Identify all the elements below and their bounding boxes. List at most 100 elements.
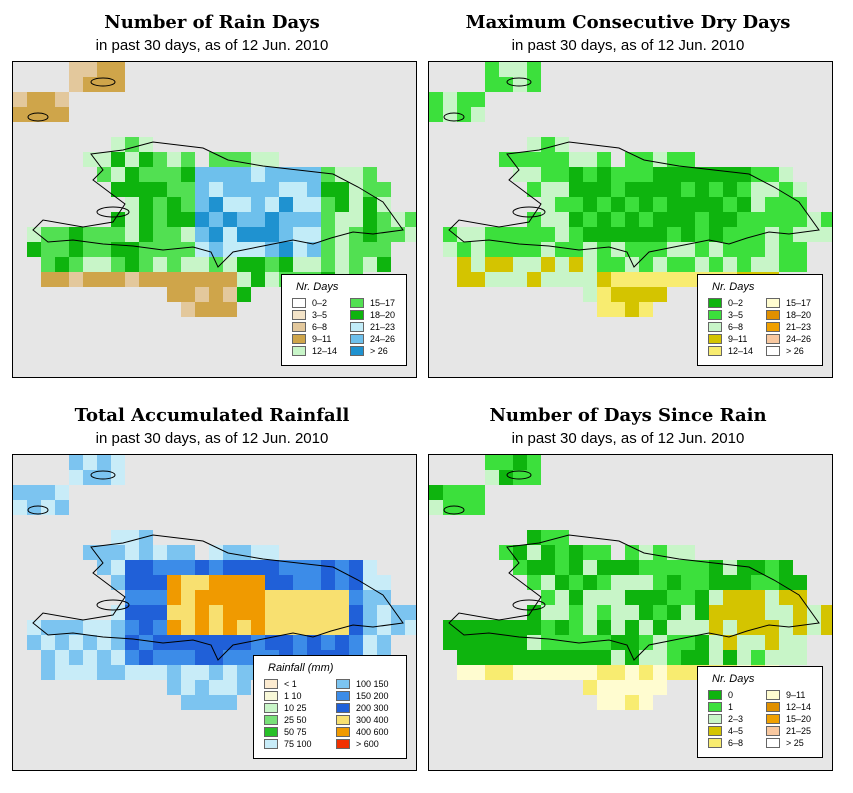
grid-cell <box>751 635 765 650</box>
grid-cell <box>153 545 167 560</box>
grid-cell <box>223 650 237 665</box>
grid-cell <box>251 212 265 227</box>
legend-swatch <box>766 346 780 356</box>
grid-cell <box>653 665 667 680</box>
grid-cell <box>485 665 499 680</box>
grid-cell <box>237 257 251 272</box>
grid-cell <box>223 605 237 620</box>
grid-cell <box>363 560 377 575</box>
map-rain-days <box>12 61 417 378</box>
grid-cell <box>139 635 153 650</box>
legend-swatch <box>766 738 780 748</box>
grid-cell <box>751 212 765 227</box>
legend-swatch <box>264 727 278 737</box>
grid-cell <box>125 257 139 272</box>
grid-cell <box>737 227 751 242</box>
legend-label: 15–17 <box>370 298 396 308</box>
grid-cell <box>709 212 723 227</box>
grid-cell <box>251 182 265 197</box>
grid-cell <box>83 620 97 635</box>
grid-cell <box>377 605 391 620</box>
grid-cell <box>695 605 709 620</box>
grid-cell <box>363 575 377 590</box>
island-outline <box>96 206 130 218</box>
grid-cell <box>653 197 667 212</box>
grid-cell <box>751 197 765 212</box>
grid-cell <box>27 485 41 500</box>
grid-cell <box>513 455 527 470</box>
island-outline <box>27 505 49 515</box>
grid-cell <box>139 242 153 257</box>
grid-cell <box>209 287 223 302</box>
grid-cell <box>597 575 611 590</box>
grid-cell <box>237 590 251 605</box>
grid-cell <box>737 257 751 272</box>
legend-swatch <box>292 346 306 356</box>
grid-cell <box>737 635 751 650</box>
legend-label: 200 300 <box>356 703 389 713</box>
grid-cell <box>499 620 513 635</box>
grid-cell <box>181 167 195 182</box>
legend-label: 4–5 <box>728 726 744 736</box>
grid-cell <box>83 665 97 680</box>
grid-cell <box>83 242 97 257</box>
legend-label: 18–20 <box>786 310 812 320</box>
grid-cell <box>527 137 541 152</box>
grid-cell <box>513 257 527 272</box>
grid-cell <box>695 227 709 242</box>
grid-cell <box>625 272 639 287</box>
grid-cell <box>209 635 223 650</box>
grid-cell <box>153 650 167 665</box>
grid-cell <box>485 455 499 470</box>
legend-label: 10 25 <box>284 703 307 713</box>
legend-label: 6–8 <box>728 738 744 748</box>
grid-cell <box>499 227 513 242</box>
grid-cell <box>237 665 251 680</box>
grid-cell <box>723 257 737 272</box>
legend-item: 0 <box>708 689 733 701</box>
legend-swatch <box>336 739 350 749</box>
legend-swatch <box>766 726 780 736</box>
grid-cell <box>139 590 153 605</box>
legend-label: 75 100 <box>284 739 312 749</box>
legend-label: < 1 <box>284 679 297 689</box>
legend-label: 0 <box>728 690 734 700</box>
grid-cell <box>443 227 457 242</box>
grid-cell <box>541 590 555 605</box>
grid-cell <box>69 257 83 272</box>
grid-cell <box>139 620 153 635</box>
grid-cell <box>779 212 793 227</box>
grid-cell <box>209 212 223 227</box>
grid-cell <box>321 242 335 257</box>
grid-cell <box>457 500 471 515</box>
legend-label: 9–11 <box>786 690 806 700</box>
grid-cell <box>765 227 779 242</box>
legend-item: > 26 <box>350 345 388 357</box>
grid-cell <box>555 650 569 665</box>
grid-cell <box>111 257 125 272</box>
grid-cell <box>653 212 667 227</box>
grid-cell <box>41 257 55 272</box>
grid-cell <box>653 227 667 242</box>
legend-swatch <box>292 298 306 308</box>
grid-cell <box>709 650 723 665</box>
grid-cell <box>751 575 765 590</box>
grid-cell <box>681 605 695 620</box>
grid-cell <box>139 227 153 242</box>
island-outline <box>96 599 130 611</box>
legend-title: Nr. Days <box>712 281 755 293</box>
legend-label: 12–14 <box>728 346 754 356</box>
grid-cell <box>139 530 153 545</box>
grid-cell <box>111 575 125 590</box>
grid-cell <box>485 62 499 77</box>
grid-cell <box>807 212 821 227</box>
grid-cell <box>639 620 653 635</box>
grid-cell <box>709 182 723 197</box>
legend-item: 6–8 <box>708 321 743 333</box>
grid-cell <box>167 560 181 575</box>
grid-cell <box>125 152 139 167</box>
grid-cell <box>597 620 611 635</box>
grid-cell <box>443 242 457 257</box>
grid-cell <box>111 530 125 545</box>
grid-cell <box>279 605 293 620</box>
